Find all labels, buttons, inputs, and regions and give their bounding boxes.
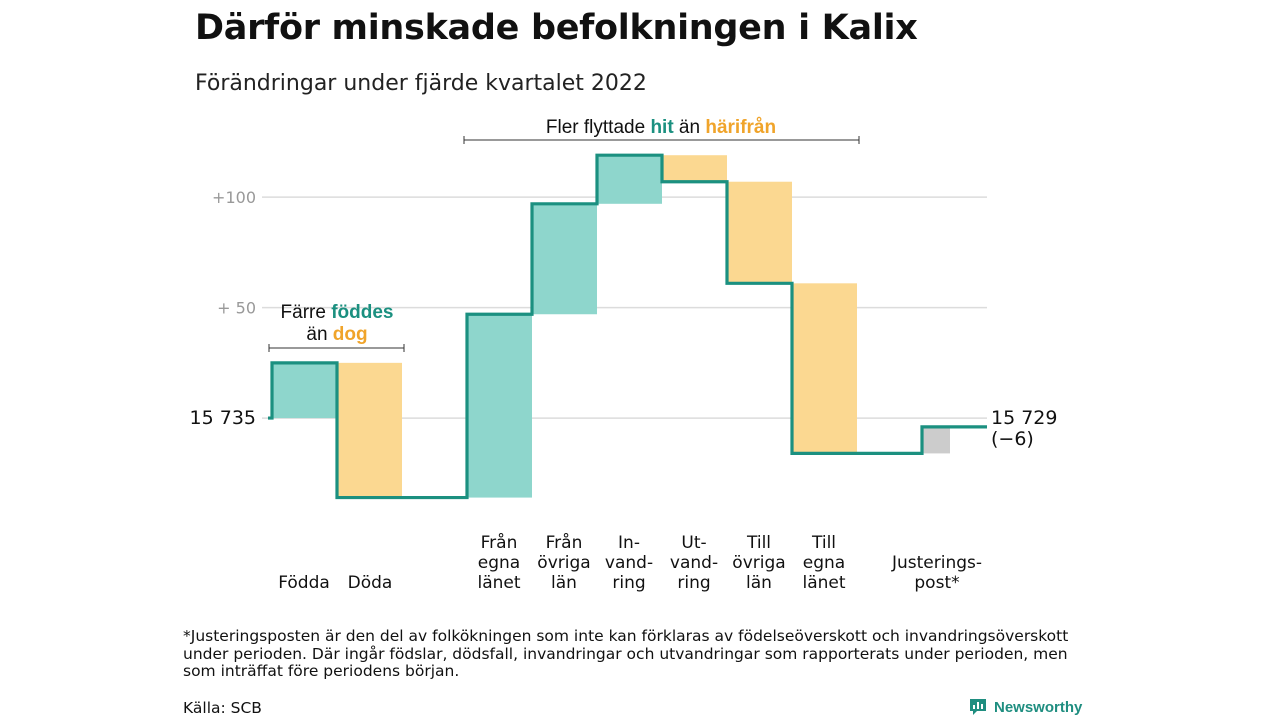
- bar: [337, 362, 402, 498]
- y-tick-label: + 50: [217, 299, 256, 318]
- bar: [662, 155, 727, 182]
- annotation-top-prefix: Fler flyttade: [546, 117, 651, 138]
- newsworthy-logo-icon: [970, 699, 986, 715]
- annotation-left-prefix2: än: [306, 324, 332, 345]
- svg-text:Färre föddes: Färre föddes: [281, 302, 394, 323]
- x-category-label: vand-: [670, 553, 718, 573]
- annotation-top-hit: hit: [650, 117, 674, 138]
- bar: [272, 362, 336, 419]
- x-category-label: Till: [746, 533, 771, 553]
- x-category-label: Från: [481, 532, 518, 553]
- x-category-label: ring: [677, 573, 710, 593]
- bar: [922, 426, 950, 454]
- x-category-label: ring: [612, 573, 645, 593]
- start-value-label: 15 735: [190, 407, 256, 429]
- newsworthy-logo[interactable]: Newsworthy: [968, 697, 1082, 717]
- bar: [597, 155, 662, 204]
- bars: [272, 155, 950, 498]
- x-category-label: Från: [546, 532, 583, 553]
- x-category-label: egna: [478, 553, 520, 573]
- x-category-label: länet: [477, 573, 520, 593]
- source-label: Källa: SCB: [183, 699, 262, 717]
- bar: [532, 203, 597, 315]
- annotation-left-prefix1: Färre: [281, 302, 332, 323]
- x-category-label: egna: [803, 553, 845, 573]
- footnote: *Justeringsposten är den del av folkökni…: [183, 627, 1069, 680]
- x-category-label: In-: [618, 533, 640, 553]
- chart-title: Därför minskade befolkningen i Kalix: [195, 8, 918, 48]
- chart-subtitle: Förändringar under fjärde kvartalet 2022: [195, 71, 647, 96]
- x-category-label: län: [551, 573, 577, 593]
- x-category-label: övriga: [732, 553, 785, 573]
- x-category-label: län: [746, 573, 772, 593]
- end-value-label: 15 729: [991, 407, 1057, 429]
- annotation-left: Färre föddes än dog: [268, 302, 405, 352]
- svg-text:Fler flyttade hit än härifrån: Fler flyttade hit än härifrån: [546, 117, 776, 138]
- x-category-label: Döda: [348, 573, 393, 593]
- bar: [792, 283, 857, 454]
- y-tick-label: +100: [212, 188, 256, 207]
- x-category-label: Ut-: [681, 533, 706, 553]
- x-category-label: länet: [802, 573, 845, 593]
- x-category-labels: Födda DödaFrånegnalänetFrånövrigalänIn-va…: [278, 532, 982, 593]
- x-category-label: Till: [811, 533, 836, 553]
- annotation-top-middle: än: [674, 117, 706, 138]
- cumulative-step-line: [268, 153, 987, 500]
- svg-text:än dog: än dog: [306, 324, 367, 345]
- x-category-label: post*: [914, 573, 959, 593]
- annotation-left-foddes: föddes: [331, 302, 393, 323]
- logo-text: Newsworthy: [994, 698, 1083, 716]
- x-category-label: vand-: [605, 553, 653, 573]
- x-category-label: övriga: [537, 553, 590, 573]
- annotation-top: Fler flyttade hit än härifrån: [463, 117, 860, 144]
- bar: [727, 181, 792, 284]
- x-category-label: Födda: [278, 573, 330, 593]
- bar: [467, 314, 532, 498]
- x-category-label: Justerings-: [891, 553, 982, 573]
- y-tick-labels: +100 + 50: [212, 188, 256, 317]
- annotation-top-harifran: härifrån: [705, 117, 776, 138]
- end-change-label: (−6): [991, 428, 1034, 450]
- annotation-left-dog: dog: [333, 324, 368, 345]
